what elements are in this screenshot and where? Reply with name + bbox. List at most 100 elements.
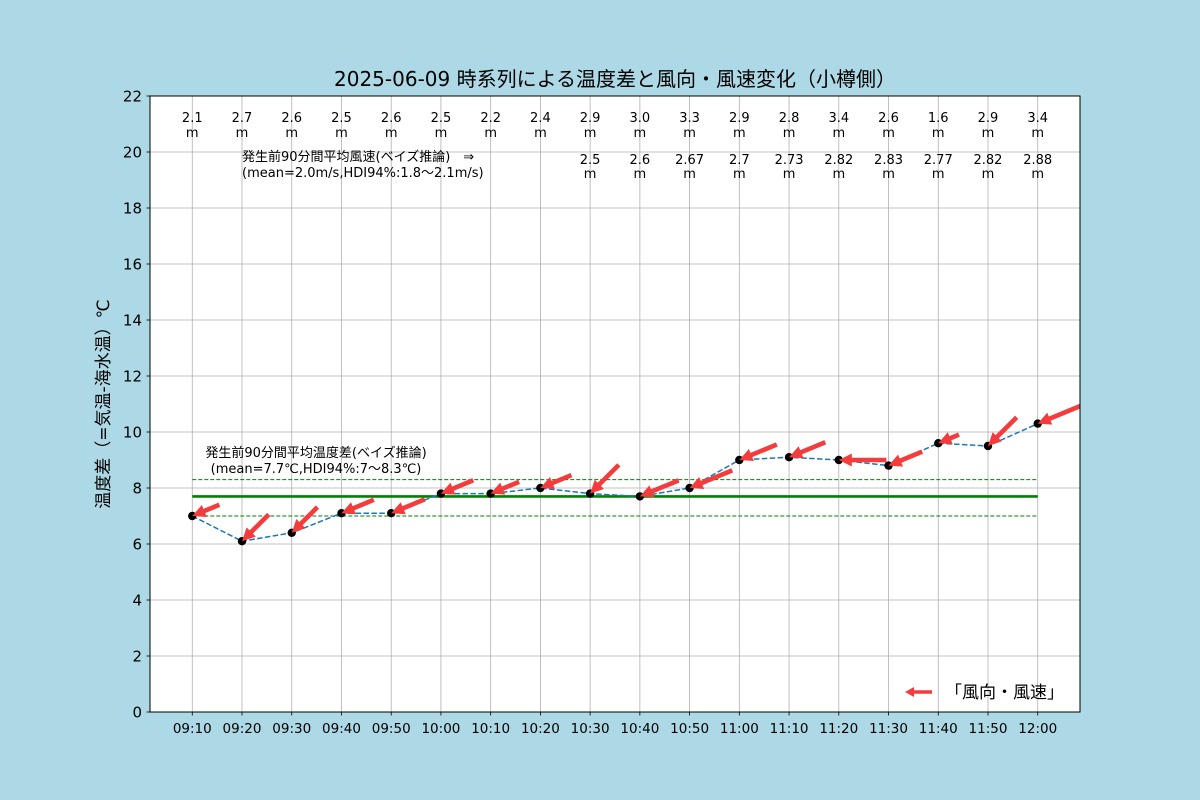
wind-speed-value: 2.5 (331, 111, 352, 126)
wind-speed-bayes-label: 2.6m (630, 153, 651, 182)
x-tick-label: 09:50 (372, 721, 411, 737)
wind-speed-bayes-unit: m (683, 167, 696, 182)
wind-speed-bayes-unit: m (584, 167, 597, 182)
wind-speed-label: 2.9m (729, 111, 750, 141)
grid (150, 95, 1080, 713)
y-tick-label: 6 (132, 536, 142, 554)
wind-speed-label: 3.4m (1027, 111, 1048, 141)
x-tick-label: 10:00 (421, 721, 460, 737)
wind-speed-value: 2.9 (978, 111, 999, 126)
wind-speed-label: 2.7m (232, 111, 253, 141)
wind-arrow (639, 478, 680, 498)
y-axis: 0 2 4 6 8 10 12 14 16 18 20 22 (123, 88, 150, 722)
wind-speed-value: 2.2 (480, 111, 501, 126)
x-tick-label: 10:40 (620, 721, 659, 737)
wind-arrow (789, 440, 827, 459)
wind-speed-bayes-value: 2.83 (874, 153, 903, 168)
wind-speed-bayes-value: 2.5 (580, 153, 601, 168)
y-tick-label: 4 (132, 592, 142, 610)
wind-average-annotation-line: (mean=2.0m/s,HDI94%:1.8〜2.1m/s) (242, 166, 484, 181)
x-tick-label: 11:40 (919, 721, 958, 737)
wind-speed-bayes-unit: m (932, 167, 945, 182)
chart-title: 2025-06-09 時系列による温度差と風向・風速変化（小樽側） (334, 67, 896, 91)
wind-speed-bayes-unit: m (634, 167, 647, 182)
wind-speed-label: 1.6m (928, 111, 949, 141)
wind-arrow (590, 463, 621, 494)
wind-speed-unit: m (484, 126, 497, 141)
x-tick-label: 11:10 (770, 721, 809, 737)
wind-speed-label: 2.9m (978, 111, 999, 141)
wind-speed-unit: m (335, 126, 348, 141)
wind-speed-value: 1.6 (928, 111, 949, 126)
wind-speed-label: 2.4m (530, 111, 551, 141)
wind-arrow (739, 442, 778, 462)
y-tick-label: 10 (123, 424, 142, 442)
x-tick-label: 11:20 (819, 721, 858, 737)
wind-speed-value: 2.9 (580, 111, 601, 126)
plot-frame (149, 95, 1081, 713)
y-tick-label: 18 (123, 200, 142, 218)
wind-speed-bayes-value: 2.88 (1023, 153, 1052, 168)
wind-speed-label: 2.9m (580, 111, 601, 141)
wind-speed-value: 2.7 (232, 111, 253, 126)
wind-speed-value: 2.5 (431, 111, 452, 126)
y-tick-label: 0 (132, 704, 142, 722)
wind-speed-label: 2.2m (480, 111, 501, 141)
wind-speed-bayes-label: 2.88m (1023, 153, 1052, 182)
wind-arrow (490, 479, 520, 495)
wind-speed-label: 2.5m (431, 111, 452, 141)
wind-speed-unit: m (385, 126, 398, 141)
wind-speed-bayes-unit: m (783, 167, 796, 182)
x-tick-label: 12:00 (1018, 721, 1057, 737)
wind-speed-unit: m (982, 126, 995, 141)
wind-speed-bayes-unit: m (1031, 167, 1044, 182)
wind-speed-value: 2.6 (878, 111, 899, 126)
x-tick-label: 10:50 (670, 721, 709, 737)
y-tick-label: 20 (123, 144, 142, 162)
x-tick-label: 11:00 (720, 721, 759, 737)
wind-speed-unit: m (236, 126, 249, 141)
wind-arrow (341, 497, 375, 515)
wind-arrows (192, 403, 1080, 542)
wind-speed-bayes-value: 2.82 (824, 153, 853, 168)
wind-speed-bayes-value: 2.73 (775, 153, 804, 168)
wind-speed-unit: m (832, 126, 845, 141)
wind-arrow (391, 497, 426, 515)
wind-arrow (242, 512, 271, 542)
wind-speed-label: 2.1m (182, 111, 203, 141)
wind-speed-bayes-label: 2.5m (580, 153, 601, 182)
wind-speed-bayes-value: 2.77 (924, 153, 953, 168)
wind-speed-unit: m (683, 126, 696, 141)
wind-arrow (440, 478, 475, 495)
wind-speed-bayes-label: 2.7m (729, 153, 750, 182)
wind-speed-unit: m (733, 126, 746, 141)
temperature-average-annotation-line: 発生前90分間平均温度差(ベイズ推論) (205, 445, 426, 461)
wind-speed-value: 3.4 (1027, 111, 1048, 126)
wind-speed-value: 3.0 (630, 111, 651, 126)
wind-speed-bayes-label: 2.73m (775, 153, 804, 182)
wind-arrow (540, 473, 573, 490)
wind-speed-bayes-label: 2.82m (974, 153, 1003, 182)
wind-arrow (1037, 403, 1080, 425)
wind-speed-unit: m (186, 126, 199, 141)
wind-speed-value: 3.4 (828, 111, 849, 126)
legend-arrow-icon (905, 687, 932, 697)
plot-area (150, 96, 1080, 712)
wind-speed-unit: m (285, 126, 298, 141)
wind-speed-bayes-value: 2.6 (630, 153, 651, 168)
wind-speed-unit: m (783, 126, 796, 141)
wind-arrow (987, 415, 1019, 446)
wind-speed-unit: m (634, 126, 647, 141)
wind-speed-label: 2.6m (878, 111, 899, 141)
wind-speed-bayes-label: 2.77m (924, 153, 953, 182)
wind-speed-unit: m (1031, 126, 1044, 141)
wind-arrow (192, 502, 221, 518)
wind-speed-unit: m (584, 126, 597, 141)
y-tick-label: 22 (123, 88, 142, 106)
wind-speed-value: 2.8 (779, 111, 800, 126)
wind-speed-bayes-label: 2.82m (824, 153, 853, 182)
x-tick-label: 09:10 (173, 721, 212, 737)
wind-speed-unit: m (534, 126, 547, 141)
y-tick-label: 12 (123, 368, 142, 386)
